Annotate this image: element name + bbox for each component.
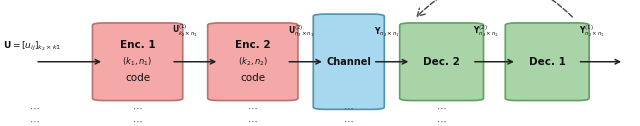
Text: $(k_1, n_1)$: $(k_1, n_1)$ bbox=[122, 55, 153, 68]
Text: Enc. 2: Enc. 2 bbox=[235, 40, 271, 50]
Text: ⋯: ⋯ bbox=[132, 103, 143, 113]
FancyBboxPatch shape bbox=[399, 23, 484, 101]
Text: ⋯: ⋯ bbox=[132, 117, 143, 126]
Text: $(k_2, n_2)$: $(k_2, n_2)$ bbox=[237, 55, 268, 68]
Text: ⋯: ⋯ bbox=[30, 103, 40, 113]
Text: $\mathbf{Y}^{(2)}_{n_2 \times n_1}$: $\mathbf{Y}^{(2)}_{n_2 \times n_1}$ bbox=[474, 23, 499, 39]
FancyArrowPatch shape bbox=[417, 0, 572, 17]
FancyBboxPatch shape bbox=[506, 23, 589, 101]
Text: Channel: Channel bbox=[326, 57, 371, 67]
Text: code: code bbox=[240, 73, 266, 83]
Text: ⋯: ⋯ bbox=[248, 117, 258, 126]
Text: ⋯: ⋯ bbox=[344, 103, 354, 113]
FancyBboxPatch shape bbox=[93, 23, 183, 101]
Text: $\mathbf{Y}_{n_2 \times n_1}$: $\mathbf{Y}_{n_2 \times n_1}$ bbox=[374, 25, 400, 39]
Text: ⋯: ⋯ bbox=[436, 103, 447, 113]
Text: $\mathbf{U} = [u_{ij}]_{k_2 \times k1}$: $\mathbf{U} = [u_{ij}]_{k_2 \times k1}$ bbox=[3, 40, 61, 53]
Text: Dec. 2: Dec. 2 bbox=[423, 57, 460, 67]
Text: Dec. 1: Dec. 1 bbox=[529, 57, 566, 67]
Text: ⋯: ⋯ bbox=[248, 103, 258, 113]
Text: code: code bbox=[125, 73, 150, 83]
Text: ⋯: ⋯ bbox=[436, 117, 447, 126]
Text: $\mathbf{U}^{(1)}_{k_2 \times n_1}$: $\mathbf{U}^{(1)}_{k_2 \times n_1}$ bbox=[173, 23, 198, 39]
Text: ⋯: ⋯ bbox=[30, 117, 40, 126]
Text: $\mathbf{Y}^{(1)}_{n_2 \times n_1}$: $\mathbf{Y}^{(1)}_{n_2 \times n_1}$ bbox=[579, 23, 605, 39]
Text: $\mathbf{U}^{(2)}_{n_2 \times n_1}$: $\mathbf{U}^{(2)}_{n_2 \times n_1}$ bbox=[288, 23, 314, 39]
FancyBboxPatch shape bbox=[314, 14, 385, 109]
Text: ⋯: ⋯ bbox=[344, 117, 354, 126]
Text: Enc. 1: Enc. 1 bbox=[120, 40, 156, 50]
FancyBboxPatch shape bbox=[207, 23, 298, 101]
